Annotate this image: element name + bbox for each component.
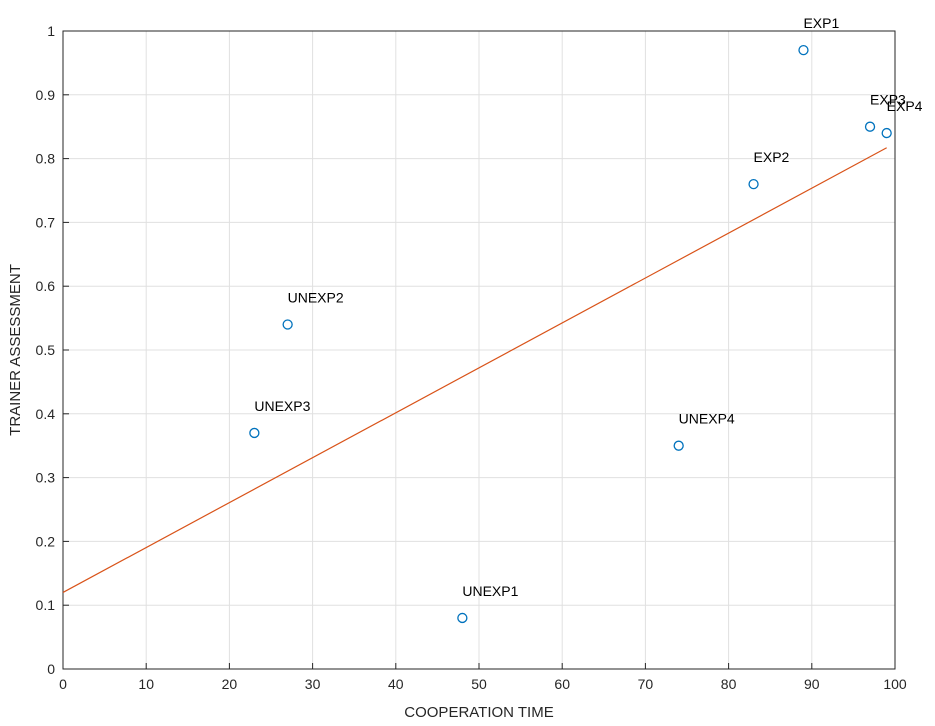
- data-point-exp1: [798, 44, 809, 56]
- x-tick-label: 90: [804, 676, 820, 692]
- data-point-exp3: [864, 121, 876, 132]
- point-label-unexp2: UNEXP2: [288, 289, 344, 305]
- x-axis-title: COOPERATION TIME: [404, 704, 553, 721]
- y-tick-label: 0.3: [36, 470, 56, 486]
- point-label-unexp1: UNEXP1: [462, 583, 518, 599]
- y-tick-label: 0.4: [36, 406, 56, 422]
- x-tick-label: 80: [721, 676, 737, 692]
- x-tick-label: 70: [638, 676, 654, 692]
- point-label-exp3: EXP3: [870, 92, 906, 108]
- trend-line: [62, 147, 887, 593]
- y-tick-label: 0.1: [36, 597, 56, 613]
- y-tick-label: 0.7: [36, 214, 56, 230]
- y-tick-label: 0.8: [36, 151, 56, 167]
- x-tick-label: 0: [59, 676, 67, 692]
- y-tick-label: 0.2: [36, 533, 56, 549]
- y-tick-label: 0.5: [36, 342, 56, 358]
- data-point-unexp2: [282, 319, 293, 330]
- data-point-unexp4: [673, 440, 684, 451]
- point-label-unexp4: UNEXP4: [679, 411, 735, 427]
- x-tick-label: 40: [388, 676, 404, 692]
- y-tick-label: 0: [47, 661, 55, 677]
- x-tick-label: 30: [305, 676, 321, 692]
- point-label-exp1: EXP1: [803, 15, 839, 31]
- y-tick-label: 1: [47, 23, 55, 39]
- point-label-exp2: EXP2: [754, 149, 790, 165]
- x-tick-label: 60: [554, 676, 570, 692]
- y-tick-label: 0.6: [36, 278, 56, 294]
- y-tick-label: 0.9: [36, 87, 56, 103]
- point-label-unexp3: UNEXP3: [254, 398, 310, 414]
- data-point-exp4: [881, 127, 892, 139]
- x-tick-label: 100: [883, 676, 907, 692]
- x-tick-label: 20: [222, 676, 238, 692]
- x-tick-label: 10: [138, 676, 154, 692]
- data-point-unexp3: [249, 427, 260, 439]
- grid: [62, 30, 896, 670]
- y-axis-title: TRAINER ASSESSMENT: [7, 264, 24, 436]
- data-point-exp2: [748, 178, 759, 190]
- axis-ticks: 0 10 20 30 40 50 60 70 80 90 100 0 0.1 0.2 0.3 0.4 0.5 0.…: [36, 23, 907, 692]
- point-label-exp4: EXP4: [887, 98, 923, 114]
- x-tick-label: 50: [471, 676, 487, 692]
- data-point-unexp1: [457, 612, 468, 624]
